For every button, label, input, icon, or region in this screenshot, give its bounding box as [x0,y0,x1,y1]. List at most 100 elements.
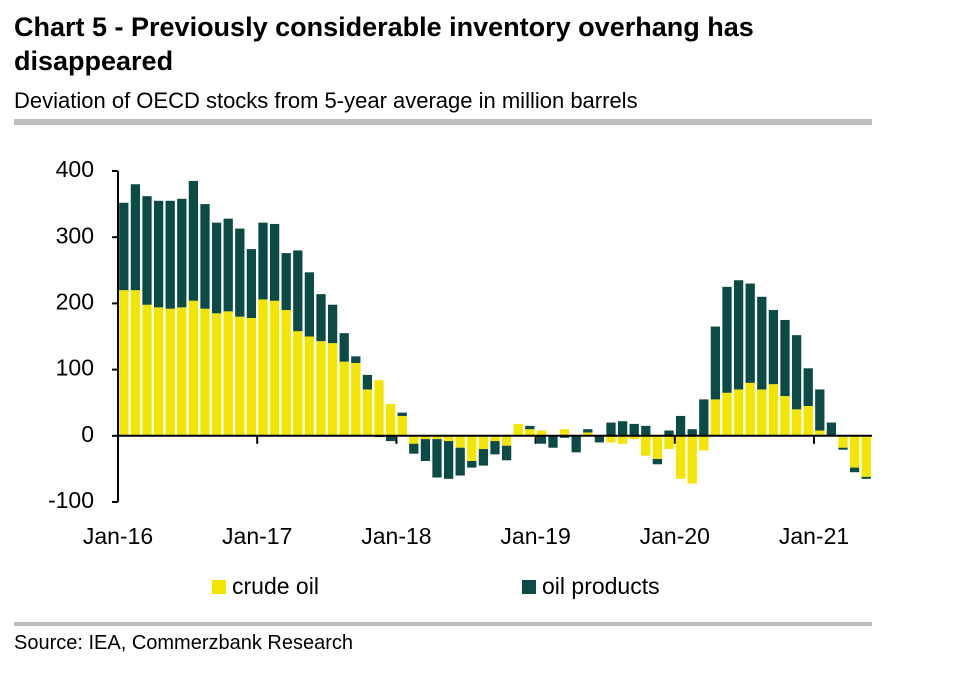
bar-segment [559,429,570,436]
bar-segment [548,435,558,448]
bar-segment [536,430,547,436]
bar-segment [246,317,257,436]
bar-segment [165,200,175,309]
bar-segment [745,283,755,383]
bar-segment [710,399,721,436]
bar-segment [246,249,257,318]
bar-segment [733,389,744,436]
bar-segment [351,362,361,436]
bar-segment [815,430,825,436]
bar-segment [409,435,419,444]
bar-segment [687,435,697,484]
bar-segment [501,435,512,446]
bar-segment [490,435,500,442]
bar-segment [420,435,431,440]
bar-segment [130,290,141,436]
bar-segment [629,423,639,436]
bar-segment [571,435,581,453]
bar-segment [617,421,628,436]
x-tick-label: Jan-19 [500,523,570,549]
bar-segment [397,412,407,416]
chart-title: Chart 5 - Previously considerable invent… [14,12,754,76]
bar-segment [281,310,291,436]
bar-segment [803,368,813,407]
bar-segment [791,335,802,410]
bar-segment [722,286,732,393]
bar-segment [142,304,152,436]
bar-segment [235,228,245,317]
bar-segment [211,313,222,436]
legend-swatch [212,580,226,594]
legend-swatch [522,580,536,594]
bar-segment [339,361,349,436]
bar-segment [606,435,616,443]
bar-segment [861,435,871,477]
bar-segment [119,202,129,291]
bar-segment [397,415,407,436]
x-tick-label: Jan-16 [83,523,153,549]
bar-segment [130,184,141,291]
bar-segment [293,331,303,436]
bar-segment [455,435,465,448]
source: Source: IEA, Commerzbank Research [14,632,354,654]
bar-segment [699,399,709,436]
bar-segment [664,430,674,436]
bar-segment [235,316,245,436]
bar-segment [316,294,326,342]
bar-segment [780,396,790,436]
bar-segment [757,296,767,390]
bar-segment [316,341,326,436]
bar-segment [687,429,697,436]
bar-segment [745,382,755,436]
bar-segment [119,290,129,436]
chart-subtitle: Deviation of OECD stocks from 5-year ave… [14,88,638,113]
bar-segment [385,435,396,442]
bar-segment [443,435,454,442]
bar-segment [223,218,233,312]
bar-segment [652,435,663,459]
bar-segment [525,425,535,430]
bar-segment [583,429,593,433]
bar-segment [153,200,164,308]
bar-segment [258,222,268,300]
bar-segment [304,272,315,337]
y-tick-label: 300 [56,222,94,248]
bar-segment [478,435,489,450]
bar-segment [675,415,686,436]
bar-segment [200,204,210,309]
bar-segment [177,307,187,436]
bar-segment [838,447,848,450]
bar-segment [327,304,338,344]
bar-segment [409,443,419,454]
bar-segment [803,406,813,436]
bar-segment [675,435,686,479]
y-tick-label: 400 [56,156,94,182]
bar-segment [536,435,547,444]
bar-segment [791,409,802,436]
bar-segment [768,384,779,436]
bar-segment [629,435,639,440]
bar-segment [455,447,465,476]
bar-segment [223,311,233,436]
bar-segment [432,435,442,440]
bar-segment [513,423,523,436]
bar-segment [826,422,837,436]
bar-segment [780,319,790,397]
bar-segment [362,389,373,436]
legend-label: crude oil [232,573,319,599]
bar-segment [443,441,454,479]
rule [14,119,872,125]
bar-segment [501,445,512,461]
bar-segment [211,222,222,314]
bar-segment [861,476,871,479]
bar-segment [606,422,616,436]
bar-segment [269,300,280,436]
y-tick-label: 0 [81,421,94,447]
bar-segment [525,429,535,436]
bar-segment [351,356,361,363]
bar-segment [188,180,199,301]
bar-segment [281,253,291,311]
bar-segment [467,435,477,461]
